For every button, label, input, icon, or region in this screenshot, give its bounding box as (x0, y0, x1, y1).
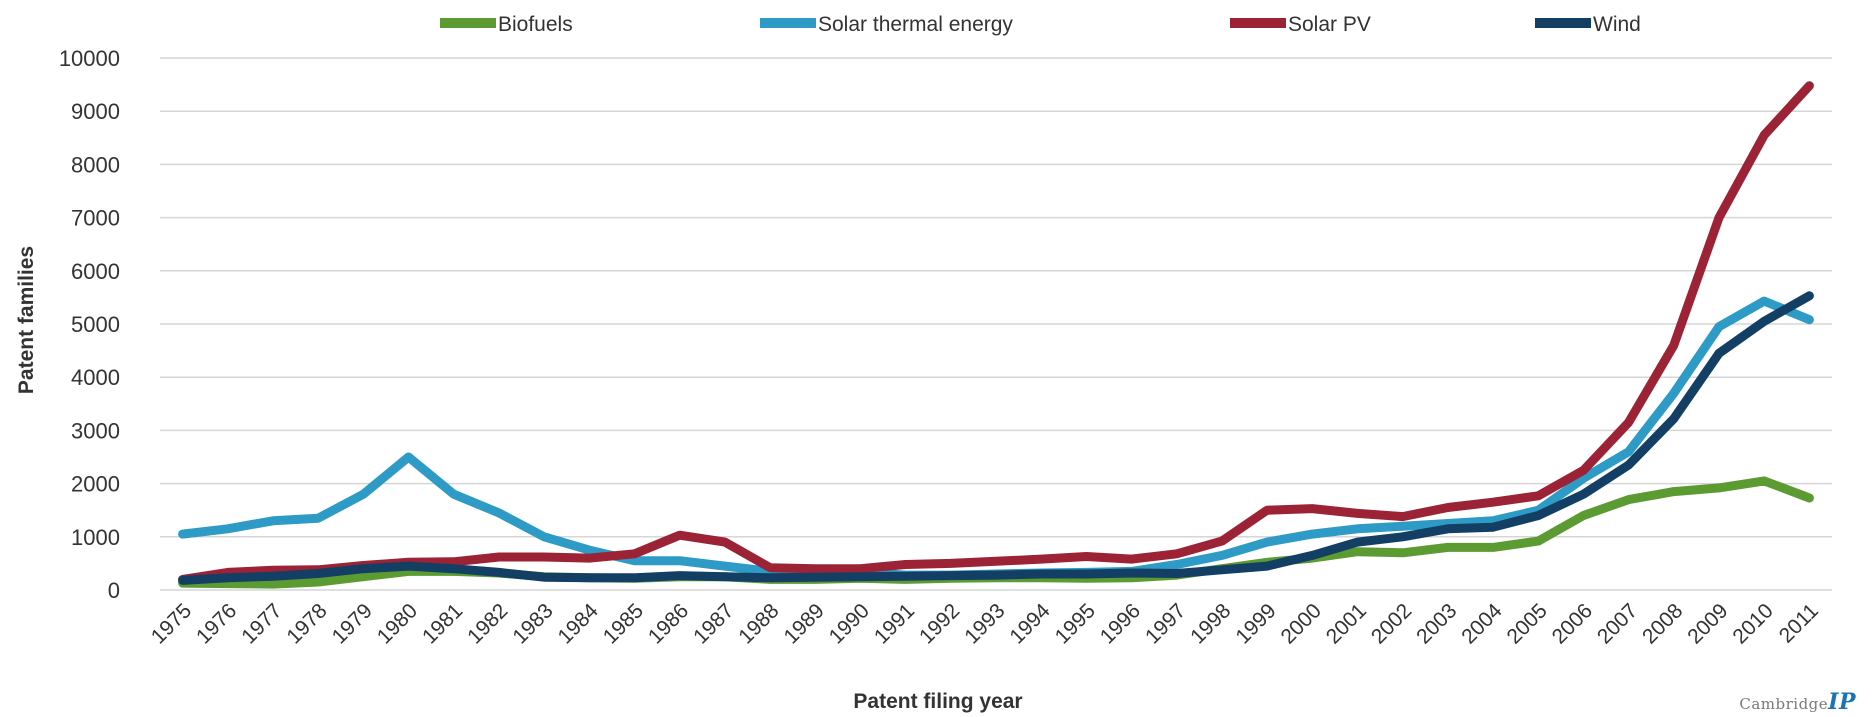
x-tick-label: 1977 (237, 599, 286, 648)
x-tick-label: 1983 (508, 599, 557, 648)
x-tick-label: 1996 (1096, 599, 1145, 648)
x-tick-label: 1985 (599, 599, 648, 648)
y-tick-label: 0 (108, 578, 120, 603)
y-tick-label: 10000 (59, 46, 120, 71)
x-tick-label: 1978 (282, 599, 331, 648)
legend: Biofuels Solar thermal energy Solar PV Wind (440, 13, 1641, 36)
y-axis-title: Patent families (15, 246, 38, 394)
x-tick-label: 1984 (554, 599, 604, 649)
x-tick-label: 2001 (1322, 599, 1371, 648)
x-tick-label: 2011 (1775, 599, 1823, 647)
cambridge-ip-logo: CambridgeIP (1739, 689, 1856, 715)
x-tick-label: 1999 (1231, 599, 1280, 648)
series-line-wind (178, 291, 1814, 585)
x-tick-label: 1988 (734, 599, 783, 648)
x-tick-label: 1989 (779, 599, 828, 648)
x-tick-label: 1994 (1005, 599, 1055, 649)
y-tick-label: 2000 (71, 472, 120, 497)
x-tick-label: 1990 (825, 599, 874, 648)
x-tick-label: 1998 (1186, 599, 1235, 648)
x-tick-label: 2005 (1503, 599, 1552, 648)
series-line-solar-thermal-energy (178, 296, 1814, 580)
x-tick-label: 2010 (1728, 599, 1777, 648)
legend-label: Solar thermal energy (818, 13, 1013, 36)
logo-text: Cambridge (1739, 695, 1829, 713)
x-tick-label: 1979 (328, 599, 377, 648)
y-tick-label: 5000 (71, 312, 120, 337)
y-tick-label: 3000 (71, 418, 120, 443)
legend-label: Wind (1593, 13, 1641, 36)
y-tick-label: 7000 (71, 206, 120, 231)
y-tick-label: 6000 (71, 259, 120, 284)
x-tick-label: 2008 (1638, 599, 1687, 648)
x-tick-label: 1976 (192, 599, 241, 648)
x-tick-label: 1981 (418, 599, 467, 648)
legend-label: Solar PV (1288, 13, 1371, 36)
x-tick-label: 2004 (1457, 599, 1507, 649)
series-lines (178, 81, 1814, 589)
x-axis-title: Patent filing year (853, 690, 1022, 713)
x-tick-label: 1987 (689, 599, 738, 648)
x-tick-label: 2002 (1367, 599, 1416, 648)
x-tick-label: 1993 (960, 599, 1009, 648)
x-tick-label: 1975 (147, 599, 196, 648)
gridlines (160, 57, 1832, 591)
x-tick-label: 2003 (1412, 599, 1461, 648)
x-tick-label: 1995 (1051, 599, 1100, 648)
series-line-solar-pv (178, 81, 1814, 584)
x-tick-label: 1986 (644, 599, 693, 648)
y-axis-ticks: 0 1000 2000 3000 4000 5000 6000 7000 8000 9000 100… (59, 46, 120, 603)
x-tick-label: 2006 (1548, 599, 1597, 648)
x-tick-label: 2009 (1683, 599, 1732, 648)
x-axis-ticks: 1975197619771978197919801981198219831984… (147, 599, 1823, 649)
x-tick-label: 1997 (1141, 599, 1190, 648)
x-tick-label: 1980 (373, 599, 422, 648)
y-tick-label: 4000 (71, 365, 120, 390)
x-tick-label: 2007 (1593, 599, 1642, 648)
x-tick-label: 2000 (1277, 599, 1326, 648)
legend-label: Biofuels (498, 13, 573, 36)
x-tick-label: 1991 (870, 599, 919, 648)
y-tick-label: 9000 (71, 99, 120, 124)
y-tick-label: 1000 (71, 525, 120, 550)
logo-mark: IP (1828, 689, 1856, 715)
y-tick-label: 8000 (71, 152, 120, 177)
x-tick-label: 1992 (915, 599, 964, 648)
x-tick-label: 1982 (463, 599, 512, 648)
